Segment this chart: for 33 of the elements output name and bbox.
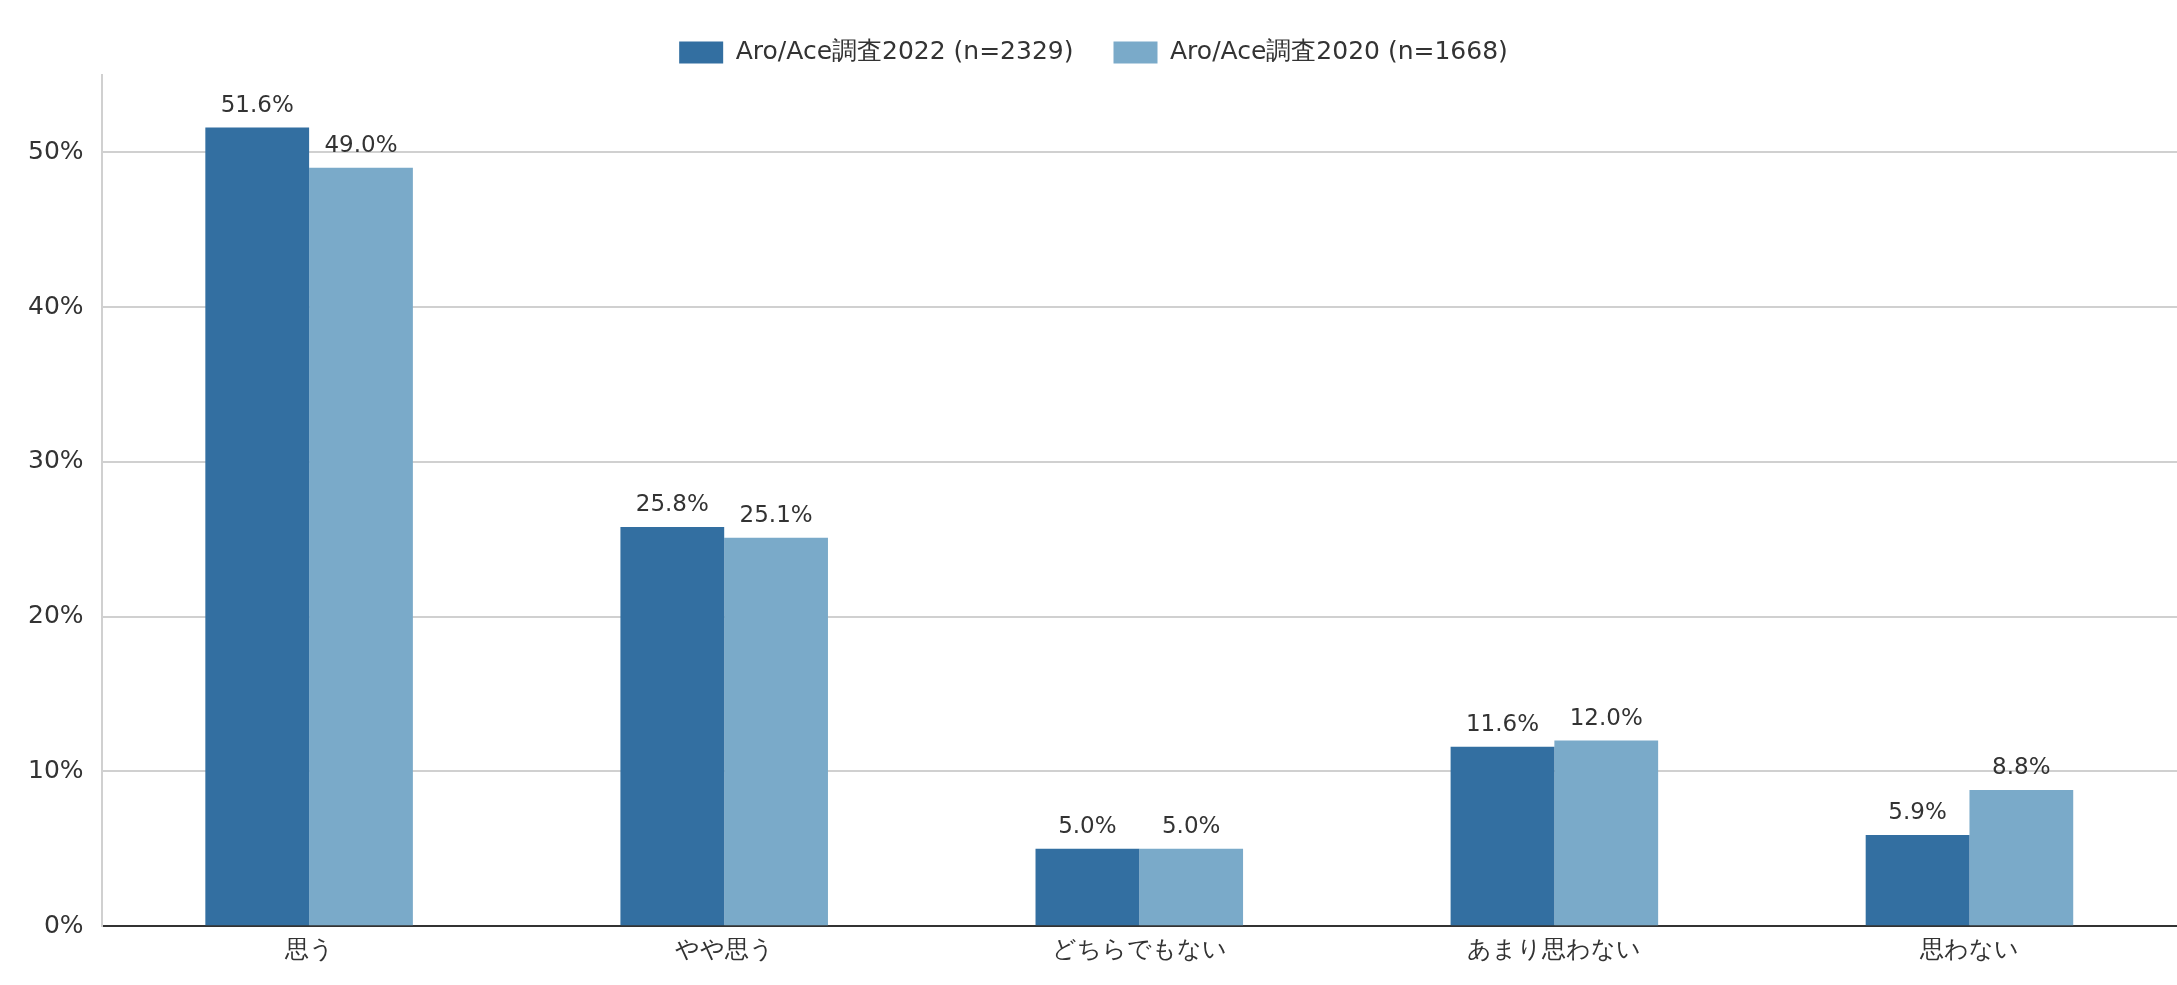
data-label: 49.0% [324,131,398,158]
bar [620,526,725,926]
y-tick-label: 20% [27,600,84,630]
legend-label: Aro/Ace調査2022 (n=2329) [735,36,1074,65]
data-label: 51.6% [220,91,294,118]
bar [1865,834,1970,926]
y-tick-label: 40% [27,290,84,320]
y-tick-label: 50% [27,135,84,165]
x-tick-label: どちらでもない [1051,934,1227,963]
data-label: 25.1% [739,501,813,528]
data-label: 8.8% [1992,753,2051,780]
bar [205,127,310,926]
bar [724,537,828,926]
x-tick-label: やや思う [674,934,774,963]
y-tick-label: 30% [27,445,84,475]
bar [1139,848,1244,926]
bar [1969,790,2074,926]
data-label: 25.8% [635,490,709,517]
bar [309,167,413,926]
data-label: 5.0% [1058,812,1117,839]
bar [1554,740,1659,926]
data-label: 5.9% [1888,798,1947,825]
data-label: 5.0% [1161,812,1221,839]
y-tick-label: 10% [27,754,84,784]
data-label: 12.0% [1569,703,1643,730]
y-tick-label: 0% [43,909,84,939]
bar [1450,746,1555,926]
data-label: 11.6% [1465,710,1540,737]
legend-label: Aro/Ace調査2020 (n=1668) [1170,36,1508,65]
x-tick-label: あまり思わない [1467,934,1642,963]
bar [1035,848,1140,926]
x-tick-label: 思う [283,934,334,963]
x-tick-label: 思わない [1918,934,2019,963]
